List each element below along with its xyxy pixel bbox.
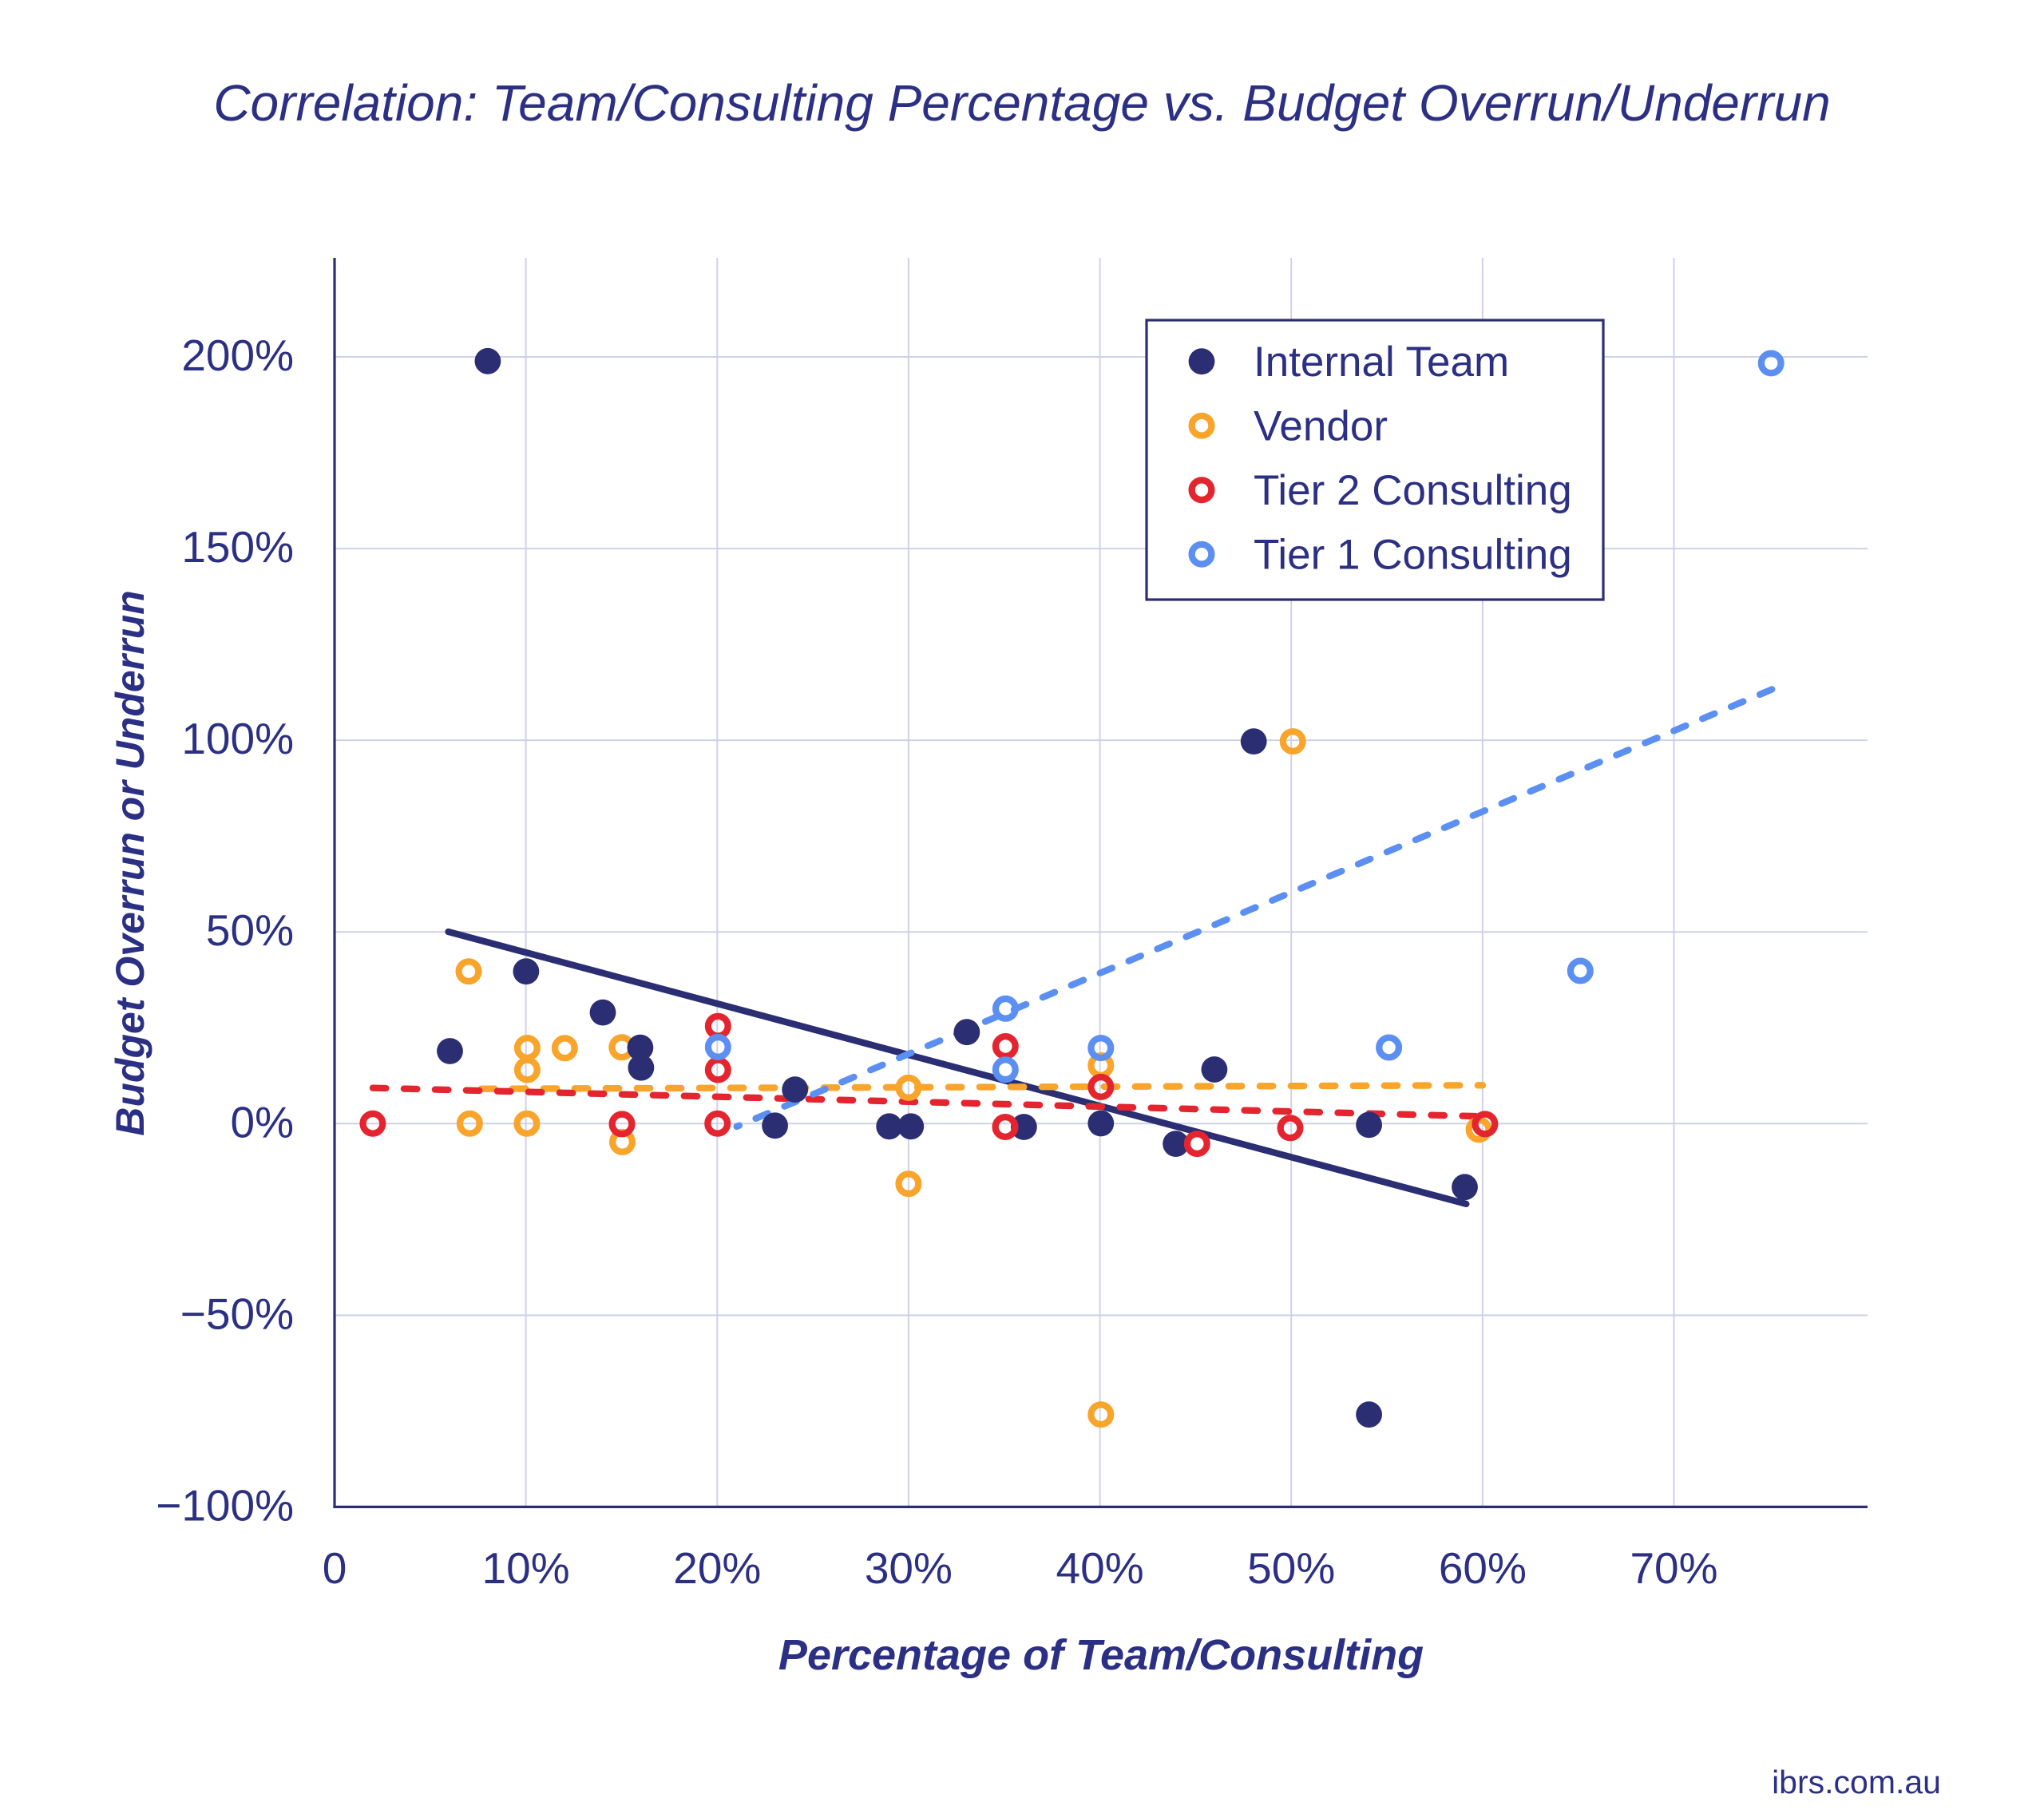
svg-text:Internal Team: Internal Team (1254, 339, 1509, 386)
svg-text:40%: 40% (1056, 1543, 1144, 1593)
svg-text:30%: 30% (865, 1543, 953, 1593)
svg-text:60%: 60% (1439, 1543, 1527, 1593)
svg-text:Tier 1 Consulting: Tier 1 Consulting (1254, 532, 1572, 579)
svg-text:100%: 100% (181, 714, 294, 763)
svg-text:70%: 70% (1630, 1543, 1717, 1593)
svg-text:20%: 20% (673, 1543, 761, 1593)
svg-text:50%: 50% (206, 905, 294, 955)
svg-text:50%: 50% (1247, 1543, 1335, 1593)
svg-text:0: 0 (323, 1543, 347, 1593)
svg-text:Correlation: Team/Consulting P: Correlation: Team/Consulting Percentage … (213, 74, 1830, 132)
svg-text:10%: 10% (482, 1543, 570, 1593)
svg-text:Tier 2 Consulting: Tier 2 Consulting (1254, 467, 1572, 514)
svg-text:Percentage of Team/Consulting: Percentage of Team/Consulting (778, 1631, 1424, 1679)
svg-text:Vendor: Vendor (1254, 403, 1388, 450)
svg-text:−100%: −100% (156, 1480, 294, 1530)
svg-text:150%: 150% (181, 522, 294, 572)
svg-text:ibrs.com.au: ibrs.com.au (1772, 1764, 1941, 1800)
svg-text:0%: 0% (231, 1097, 295, 1147)
svg-text:−50%: −50% (180, 1289, 294, 1338)
svg-text:200%: 200% (181, 331, 294, 380)
svg-text:Budget Overrun or Underrun: Budget Overrun or Underrun (108, 590, 153, 1135)
